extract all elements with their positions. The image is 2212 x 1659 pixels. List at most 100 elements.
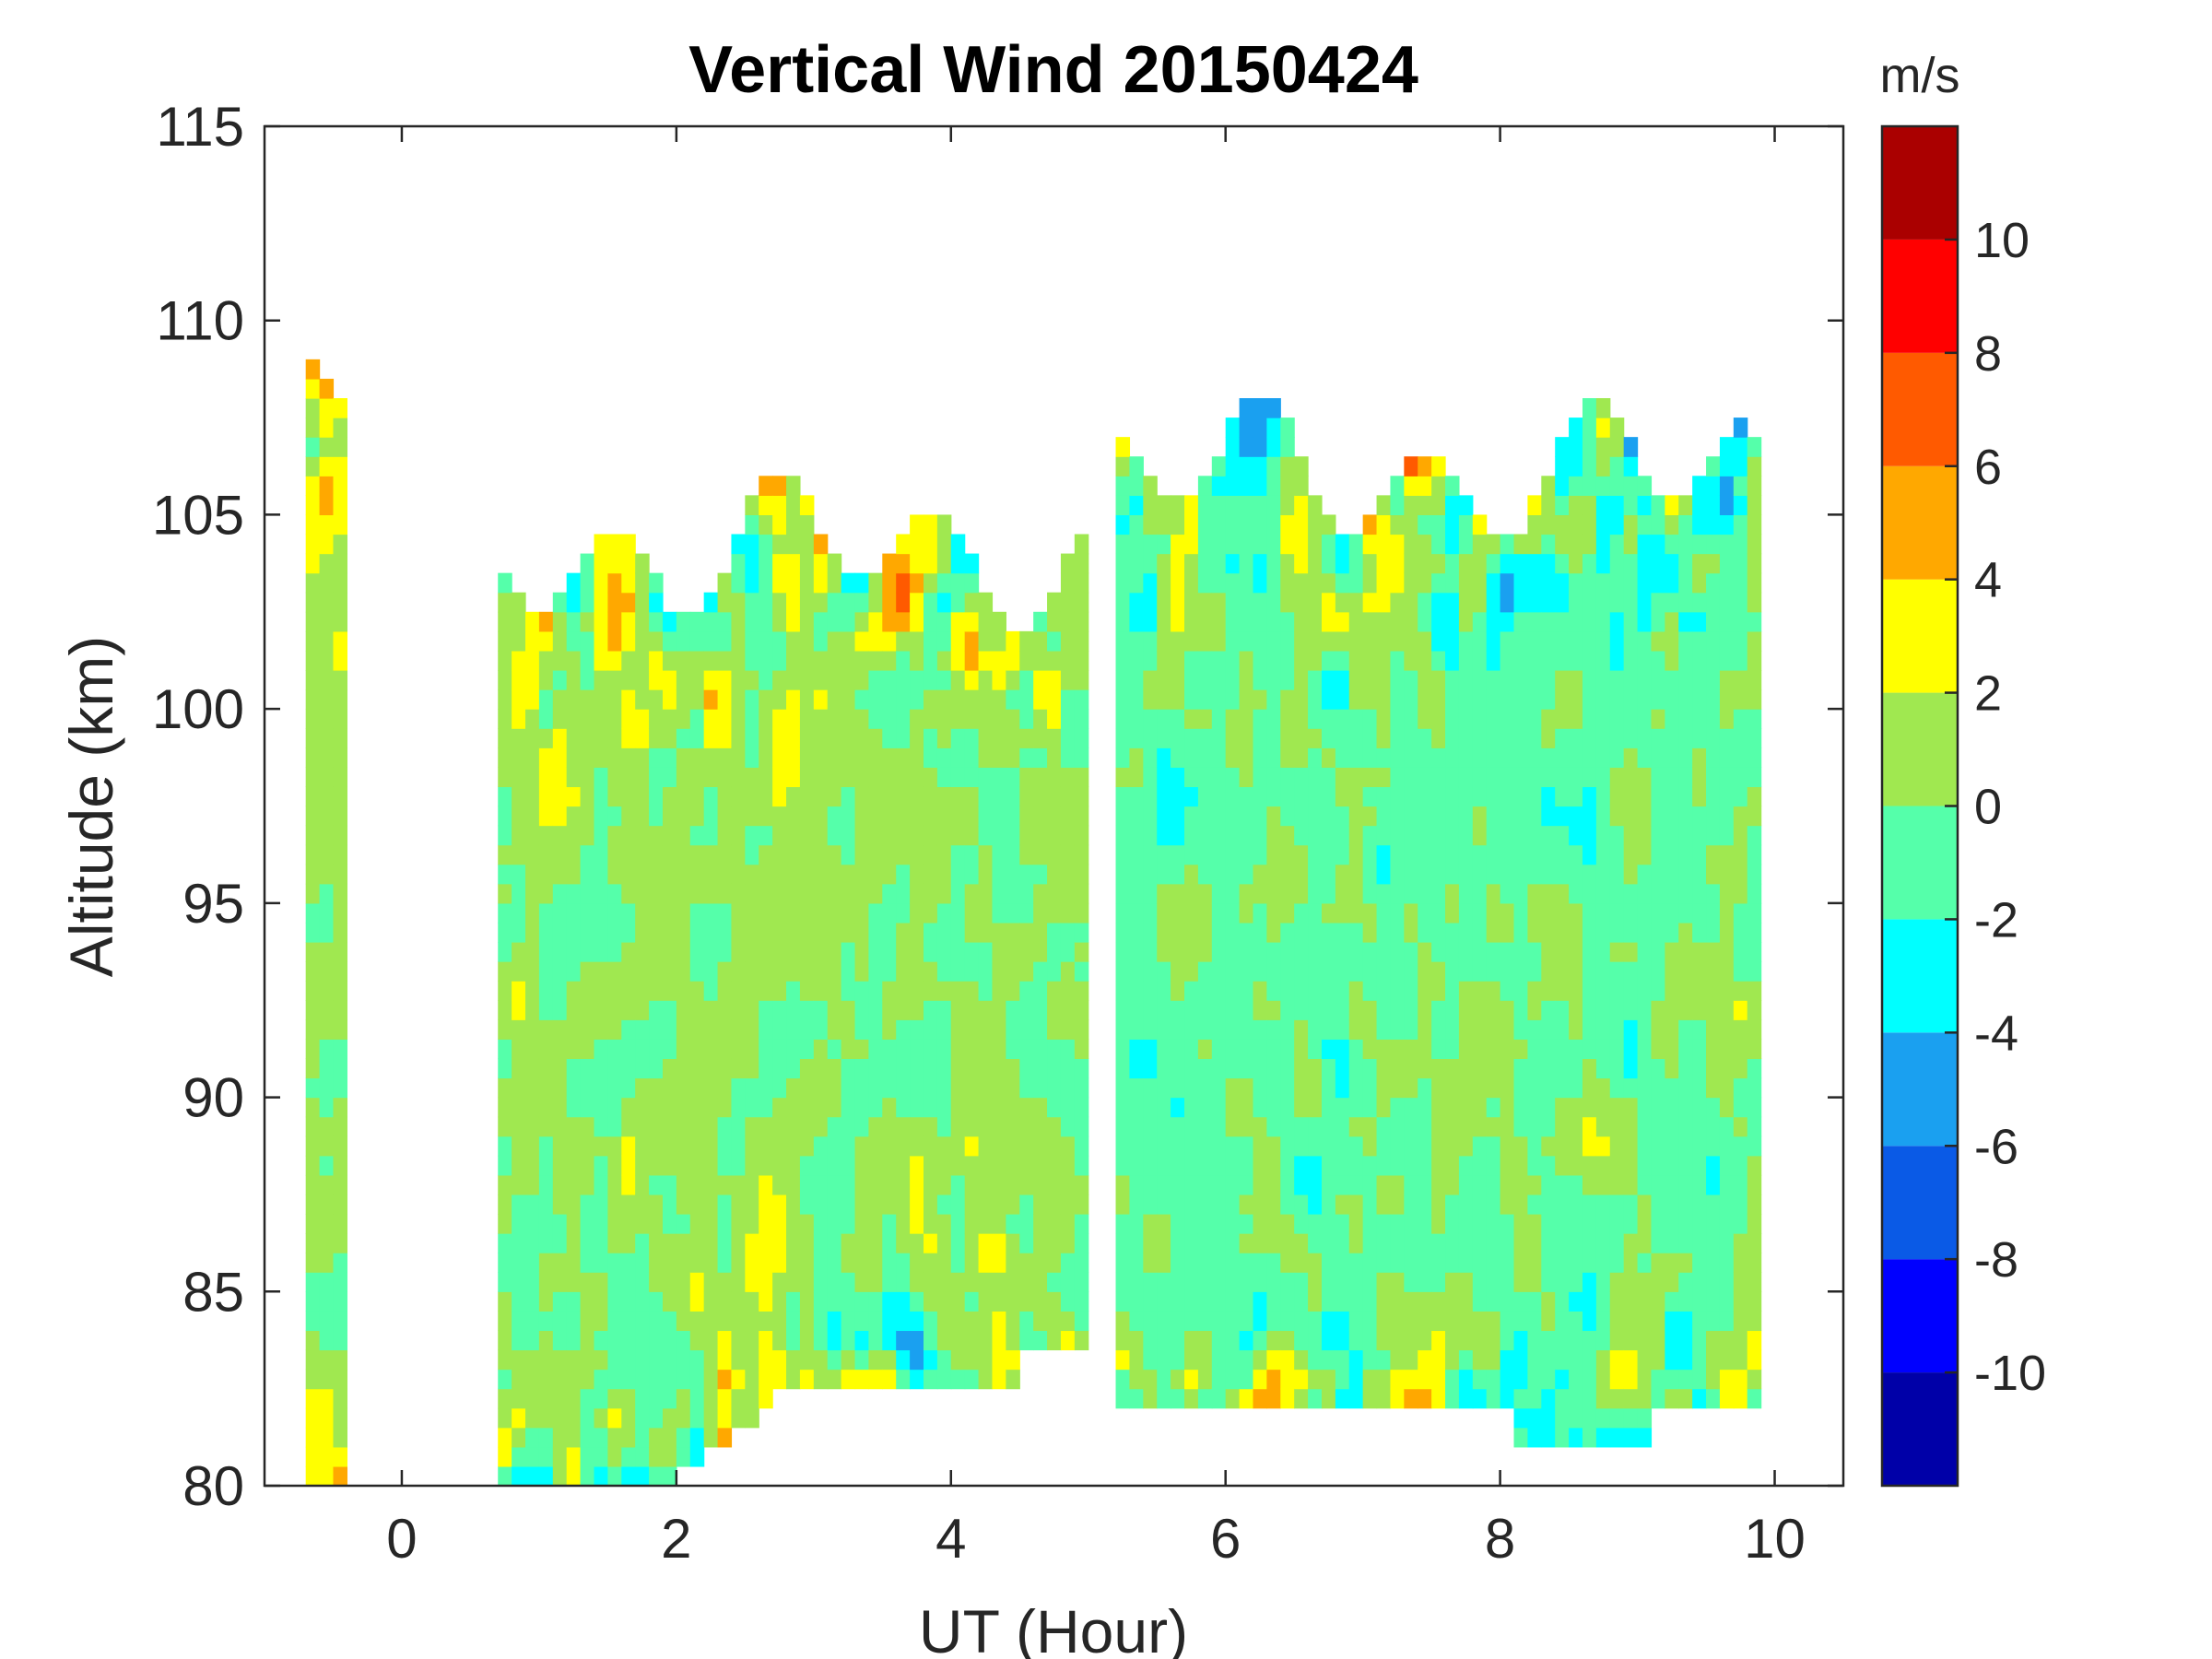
contour-cell: [1719, 534, 1735, 555]
contour-cell: [594, 1155, 608, 1176]
contour-cell: [759, 942, 773, 962]
contour-cell: [1609, 592, 1625, 613]
contour-cell: [896, 1214, 911, 1234]
contour-cell: [841, 611, 856, 632]
contour-cell: [1211, 1253, 1227, 1273]
contour-cell: [676, 1446, 691, 1467]
contour-cell: [1472, 1369, 1488, 1390]
contour-cell: [676, 844, 691, 865]
contour-cell: [1047, 883, 1062, 904]
contour-cell: [1609, 1407, 1625, 1429]
contour-cell: [772, 728, 787, 748]
contour-cell: [786, 786, 801, 807]
contour-cell: [498, 1253, 512, 1273]
contour-cell: [1665, 1349, 1679, 1371]
contour-cell: [662, 1116, 677, 1137]
contour-cell: [964, 981, 980, 1001]
contour-cell: [1253, 961, 1267, 982]
contour-cell: [1486, 1135, 1501, 1157]
contour-cell: [1171, 650, 1185, 671]
contour-cell: [1184, 1194, 1199, 1215]
contour-cell: [1280, 1058, 1295, 1079]
contour-cell: [964, 1019, 980, 1040]
contour-cell: [1253, 1214, 1267, 1234]
contour-cell: [635, 942, 650, 962]
contour-cell: [1665, 786, 1679, 807]
contour-cell: [1500, 709, 1515, 729]
contour-cell: [607, 806, 622, 827]
contour-cell: [868, 572, 883, 594]
contour-cell: [1733, 1135, 1748, 1157]
contour-cell: [1060, 1291, 1076, 1312]
contour-cell: [649, 747, 664, 768]
contour-cell: [1541, 767, 1556, 788]
contour-cell: [1623, 611, 1639, 632]
colorbar-tick-label: -2: [1974, 892, 2018, 947]
contour-cell: [1321, 1077, 1336, 1099]
contour-cell: [512, 1311, 526, 1332]
contour-cell: [635, 1388, 650, 1409]
contour-cell: [731, 1019, 746, 1040]
contour-cell: [333, 1369, 347, 1390]
contour-cell: [772, 1039, 787, 1060]
contour-cell: [1500, 1019, 1515, 1040]
contour-cell: [1458, 1194, 1474, 1215]
contour-cell: [1376, 806, 1392, 827]
contour-cell: [512, 747, 526, 768]
contour-cell: [868, 1039, 883, 1060]
contour-cell: [1431, 825, 1446, 846]
contour-cell: [745, 1369, 759, 1390]
contour-cell: [1678, 825, 1693, 846]
contour-cell: [1582, 1427, 1597, 1448]
contour-cell: [1692, 650, 1707, 671]
contour-cell: [868, 1272, 883, 1292]
contour-cell: [1294, 611, 1309, 632]
contour-cell: [1019, 864, 1034, 885]
contour-cell: [1115, 1174, 1131, 1195]
contour-cell: [1595, 689, 1611, 710]
contour-cell: [1060, 1311, 1076, 1332]
contour-cell: [964, 1349, 980, 1371]
contour-cell: [1280, 572, 1295, 594]
contour-cell: [538, 1349, 554, 1371]
contour-cell: [992, 922, 1006, 943]
contour-cell: [1719, 437, 1735, 457]
contour-cell: [1321, 883, 1336, 904]
contour-cell: [580, 709, 595, 729]
contour-cell: [538, 747, 554, 768]
contour-cell: [1445, 670, 1460, 690]
contour-cell: [1390, 611, 1405, 632]
contour-cell: [1171, 1039, 1185, 1060]
contour-cell: [799, 1135, 815, 1157]
contour-cell: [1431, 1311, 1446, 1332]
contour-cell: [1280, 1330, 1295, 1351]
contour-cell: [1171, 1116, 1185, 1137]
contour-cell: [992, 1311, 1006, 1332]
contour-cell: [717, 806, 733, 827]
contour-cell: [319, 1214, 335, 1234]
contour-cell: [923, 670, 938, 690]
contour-cell: [910, 1349, 924, 1371]
contour-cell: [498, 1058, 512, 1079]
contour-cell: [1211, 534, 1227, 555]
contour-cell: [1486, 1253, 1501, 1273]
contour-cell: [1692, 1135, 1707, 1157]
contour-cell: [813, 1135, 829, 1157]
contour-cell: [717, 961, 733, 982]
contour-cell: [799, 534, 815, 555]
contour-cell: [1719, 1058, 1735, 1079]
contour-cell: [1513, 1272, 1528, 1292]
contour-cell: [1225, 572, 1241, 594]
contour-cell: [827, 1349, 842, 1371]
contour-cell: [552, 1427, 568, 1448]
contour-cell: [992, 1097, 1006, 1118]
contour-cell: [1362, 1388, 1378, 1409]
contour-cell: [1472, 864, 1488, 885]
contour-cell: [1308, 650, 1323, 671]
contour-cell: [1665, 650, 1679, 671]
contour-cell: [1390, 1058, 1405, 1079]
contour-cell: [923, 864, 938, 885]
contour-cell: [1321, 981, 1336, 1001]
contour-cell: [772, 1330, 787, 1351]
contour-cell: [662, 1272, 677, 1292]
